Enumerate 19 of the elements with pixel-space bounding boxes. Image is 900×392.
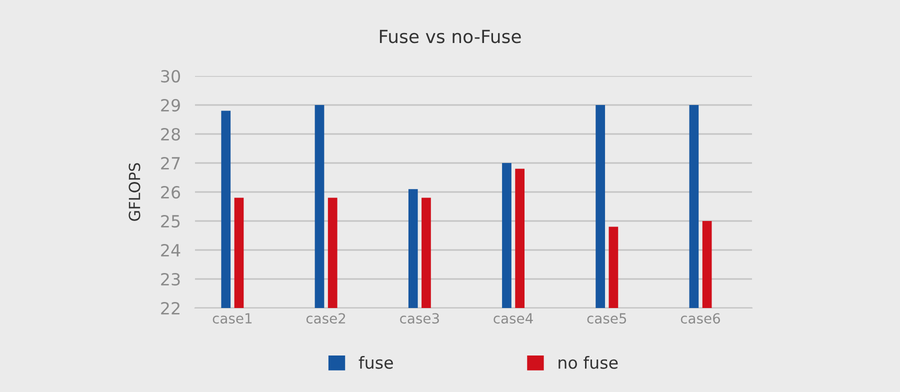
x-tick-label: case2	[306, 313, 346, 324]
y-tick-label: 28	[161, 128, 180, 141]
x-tick-label: case1	[212, 313, 252, 324]
x-tick-label: case6	[680, 313, 720, 324]
y-tick-label: 26	[161, 186, 180, 199]
x-tick-label: case3	[400, 313, 439, 324]
chart-title: Fuse vs no-Fuse	[380, 30, 521, 44]
y-tick-label: 25	[161, 214, 180, 228]
y-tick-label: 23	[161, 272, 180, 286]
y-axis-title: GFLOPS	[128, 163, 140, 221]
y-tick-label: 30	[161, 70, 180, 83]
legend-label: fuse	[358, 356, 393, 369]
x-tick-label: case4	[494, 313, 533, 324]
y-tick-label: 22	[161, 302, 180, 314]
y-tick-label: 29	[161, 98, 180, 112]
y-tick-label: 24	[161, 244, 180, 256]
x-tick-label: case5	[587, 313, 626, 324]
legend-label: no fuse	[558, 356, 618, 369]
y-tick-label: 27	[161, 156, 180, 170]
